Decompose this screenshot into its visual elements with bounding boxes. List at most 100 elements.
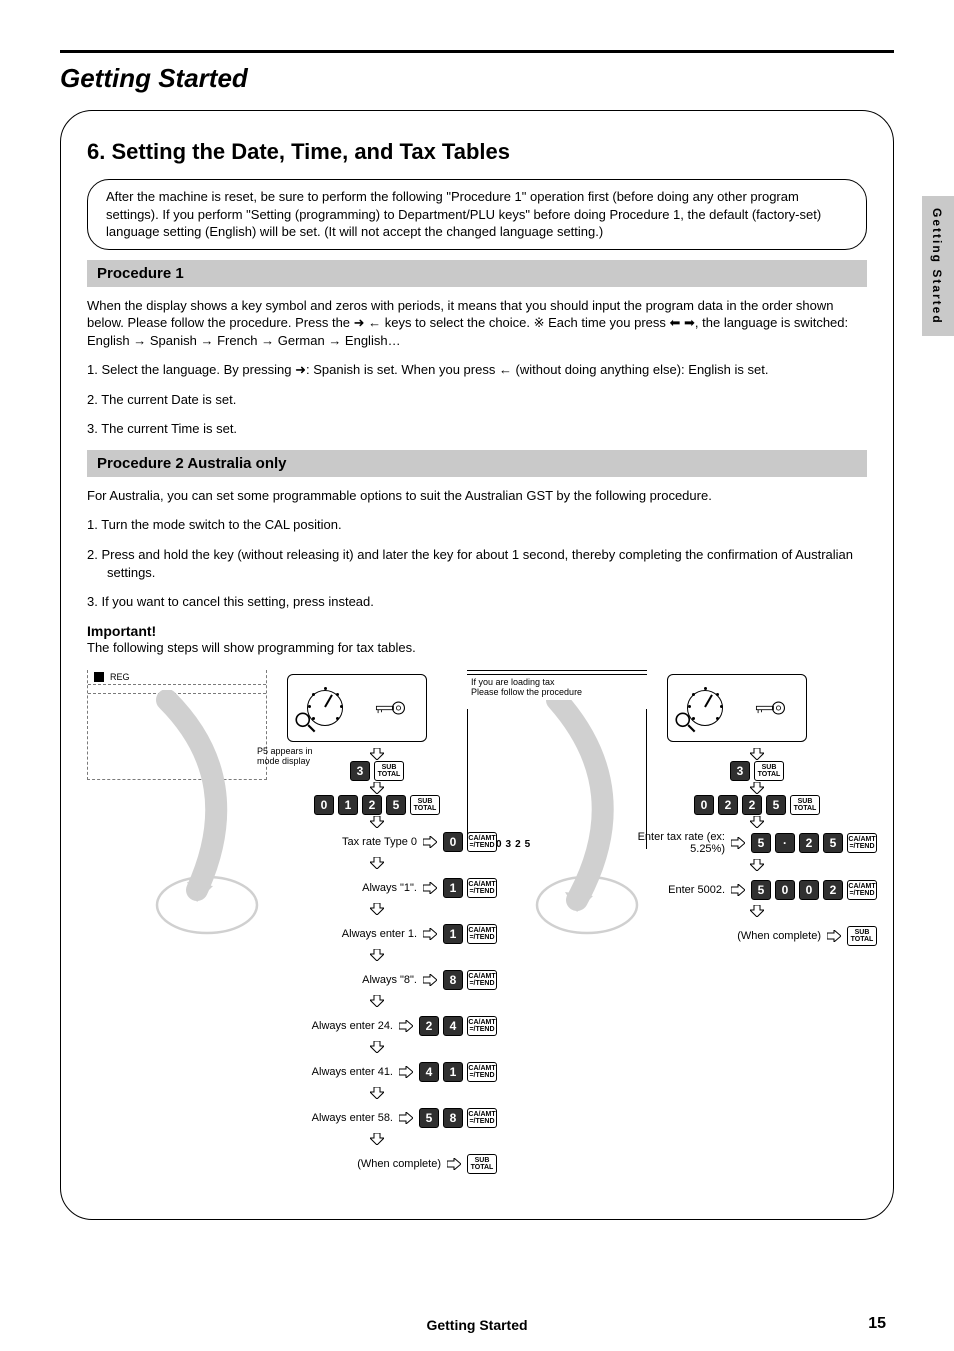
keycap-4[interactable]: 4 (419, 1062, 439, 1082)
pre-row: 3 SUBTOTAL (730, 761, 784, 781)
key-row: 1CA/AMT=/TEND (443, 878, 497, 898)
mode-dial-icon (307, 690, 343, 726)
procedure1-bar: Procedure 1 (87, 260, 867, 287)
p1-step-3: 3. The current Time is set. (87, 420, 867, 438)
keycap-·[interactable]: · (775, 833, 795, 853)
mode-switch-left (287, 674, 427, 742)
right-steps-list: Enter tax rate (ex: 5.25%)5·25CA/AMT=/TE… (637, 831, 877, 947)
keycap-0[interactable]: 0 (799, 880, 819, 900)
keycap-8[interactable]: 8 (443, 1108, 463, 1128)
step-label: Always enter 58. (303, 1112, 399, 1124)
keycap-8[interactable]: 8 (443, 970, 463, 990)
flow-step: Always "1". 1CA/AMT=/TEND (257, 877, 497, 899)
keycap-3[interactable]: 3 (730, 761, 750, 781)
receipt-left: REG (87, 670, 267, 780)
keycap-5[interactable]: 5 (766, 795, 786, 815)
keycap-ca-amt-tend[interactable]: CA/AMT=/TEND (467, 1062, 497, 1082)
key-row: 5·25CA/AMT=/TEND (751, 833, 877, 853)
keycap-5[interactable]: 5 (419, 1108, 439, 1128)
language-callout: After the machine is reset, be sure to p… (87, 179, 867, 250)
receipt-marker (94, 672, 104, 682)
keycap-4[interactable]: 4 (443, 1016, 463, 1036)
keycap-0[interactable]: 0 (775, 880, 795, 900)
flow-step: Always "8". 8CA/AMT=/TEND (257, 969, 497, 991)
key-row: 1CA/AMT=/TEND (443, 924, 497, 944)
step-label: Always "1". (327, 882, 423, 894)
flow-step: Always enter 41.41CA/AMT=/TEND (257, 1061, 497, 1083)
down-arrow-icon (370, 748, 384, 760)
keycap-subtotal[interactable]: SUBTOTAL (467, 1154, 497, 1174)
top-rule (60, 50, 894, 53)
key-row: 5002CA/AMT=/TEND (751, 880, 877, 900)
keycap-ca-amt-tend[interactable]: CA/AMT=/TEND (467, 878, 497, 898)
receipt-left-line1 (88, 684, 266, 685)
keycap-2[interactable]: 2 (419, 1016, 439, 1036)
flow-step: Always enter 24. 24CA/AMT=/TEND (257, 1015, 497, 1037)
important-text: The following steps will show programmin… (87, 639, 867, 657)
keycap-0[interactable]: 0 (443, 832, 463, 852)
keycap-5[interactable]: 5 (751, 880, 771, 900)
pre-row: 0 2 2 5 SUBTOTAL (694, 795, 820, 815)
flow-step: Always enter 1. 1CA/AMT=/TEND (257, 923, 497, 945)
keycap-2[interactable]: 2 (823, 880, 843, 900)
keycap-1[interactable]: 1 (338, 795, 358, 815)
side-tab: Getting Started (922, 196, 954, 336)
flow-right: 3 SUBTOTAL 0 2 2 5 SUBTOTAL E (637, 748, 877, 950)
keycap-ca-amt-tend[interactable]: CA/AMT=/TEND (847, 833, 877, 853)
keycap-1[interactable]: 1 (443, 924, 463, 944)
down-arrow-icon (370, 782, 384, 794)
keycap-5[interactable]: 5 (386, 795, 406, 815)
step-label: Always enter 1. (327, 928, 423, 940)
keycap-1[interactable]: 1 (443, 1062, 463, 1082)
key-row: 24CA/AMT=/TEND (419, 1016, 497, 1036)
mode-dial-icon (687, 690, 723, 726)
keycap-5[interactable]: 5 (823, 833, 843, 853)
left-steps-list: Tax rate Type 0 0 CA/AMT=/TEND Always "1". 1… (257, 831, 497, 1175)
oval-left (147, 870, 267, 940)
step-label: Tax rate Type 0 (327, 836, 423, 848)
key-row: 41CA/AMT=/TEND (419, 1062, 497, 1082)
keycap-subtotal[interactable]: SUBTOTAL (410, 795, 440, 815)
key-icon (373, 697, 407, 719)
keycap-ca-amt-tend[interactable]: CA/AMT=/TEND (467, 970, 497, 990)
keycap-subtotal[interactable]: SUBTOTAL (790, 795, 820, 815)
step-label: Always enter 24. (303, 1020, 399, 1032)
important-label: Important! (87, 623, 867, 639)
main-panel: 6. Setting the Date, Time, and Tax Table… (60, 110, 894, 1220)
page: Getting Started Getting Started 6. Setti… (0, 0, 954, 1351)
callout-text: After the machine is reset, be sure to p… (106, 189, 821, 239)
mode-switch-box (667, 674, 807, 742)
keycap-5[interactable]: 5 (751, 833, 771, 853)
p2-step-1: 1. Turn the mode switch to the CAL posit… (87, 516, 867, 534)
p2-step-3: 3. If you want to cancel this setting, p… (87, 593, 867, 611)
procedure2-text: For Australia, you can set some programm… (87, 487, 867, 505)
keycap-0[interactable]: 0 (314, 795, 334, 815)
down-arrow-icon (370, 816, 384, 828)
keycap-0[interactable]: 0 (694, 795, 714, 815)
flow-step: Always enter 58. 58CA/AMT=/TEND (257, 1107, 497, 1129)
step-label: Always "8". (327, 974, 423, 986)
page-number: 15 (868, 1315, 886, 1333)
keycap-subtotal[interactable]: SUBTOTAL (374, 761, 404, 781)
key-icon (753, 697, 787, 719)
keycap-2[interactable]: 2 (742, 795, 762, 815)
mode-switch-box (287, 674, 427, 742)
keycap-2[interactable]: 2 (718, 795, 738, 815)
keycap-2[interactable]: 2 (362, 795, 382, 815)
keycap-2[interactable]: 2 (799, 833, 819, 853)
keycap-subtotal[interactable]: SUBTOTAL (754, 761, 784, 781)
keycap-1[interactable]: 1 (443, 878, 463, 898)
step-label: Enter tax rate (ex: 5.25%) (637, 831, 731, 855)
keycap-subtotal[interactable]: SUBTOTAL (847, 926, 877, 946)
keycap-ca-amt-tend[interactable]: CA/AMT=/TEND (847, 880, 877, 900)
keycap-ca-amt-tend[interactable]: CA/AMT=/TEND (467, 1016, 497, 1036)
keycap-ca-amt-tend[interactable]: CA/AMT=/TEND (467, 1108, 497, 1128)
key-row: 58CA/AMT=/TEND (419, 1108, 497, 1128)
keycap-ca-amt-tend[interactable]: CA/AMT=/TEND (467, 924, 497, 944)
receipt-left-line2 (88, 693, 266, 694)
key-row: SUBTOTAL (467, 1154, 497, 1174)
side-tab-text: Getting Started (930, 208, 944, 325)
keycap-3[interactable]: 3 (350, 761, 370, 781)
receipt-left-label: REG (110, 672, 130, 682)
receipt-right-note: If you are loading tax Please follow the… (467, 675, 647, 699)
